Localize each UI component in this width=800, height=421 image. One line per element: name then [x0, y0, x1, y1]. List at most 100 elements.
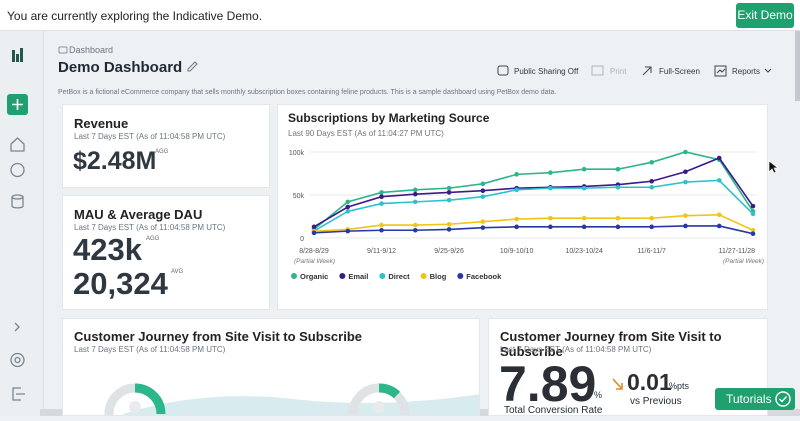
card-title: Customer Journey from Site Visit to Subs…	[500, 329, 722, 359]
card-subtitle: Last 7 Days EST (As of 11:04:58 PM UTC)	[74, 132, 226, 141]
conversion-value: 7.89	[499, 356, 597, 412]
x-tick-label: 11/27-11/28	[719, 248, 755, 255]
data-point	[446, 185, 452, 191]
chart-title: Subscriptions by Marketing Source	[288, 111, 490, 125]
breadcrumb[interactable]: Dashboard	[69, 45, 114, 55]
data-point	[581, 224, 587, 230]
series-line	[313, 179, 754, 232]
exit-demo-button[interactable]: Exit Demo	[736, 3, 794, 28]
series-line	[313, 213, 754, 232]
logout-icon[interactable]	[12, 387, 25, 401]
comparison: vs Previous	[630, 396, 682, 407]
data-point	[649, 160, 654, 165]
home-icon[interactable]	[10, 137, 25, 152]
data-point	[311, 224, 317, 230]
legend-swatch	[420, 273, 427, 279]
data-point	[311, 230, 317, 236]
banner-message: You are currently exploring the Indicati…	[7, 9, 263, 23]
x-tick-label: 11/6-11/7	[637, 248, 666, 255]
data-point	[683, 223, 688, 229]
data-point	[649, 178, 654, 184]
metric-value: $2.48M	[73, 147, 157, 175]
data-point	[514, 216, 519, 222]
data-point	[750, 203, 756, 209]
data-point	[413, 191, 418, 197]
x-tick-label: 10/23-10/24	[565, 248, 602, 255]
x-tick-note: (Partial Week)	[294, 258, 335, 265]
help-icon[interactable]	[10, 352, 25, 368]
x-tick-label: 8/28-8/29	[299, 248, 329, 255]
reports-menu[interactable]: Reports	[732, 67, 761, 76]
caption: Total Conversion Rate	[504, 405, 603, 416]
data-point	[615, 215, 621, 221]
conversion-unit: %	[594, 390, 603, 400]
expand-icon[interactable]	[14, 322, 20, 332]
y-tick-label: 50k	[293, 193, 305, 200]
data-point	[683, 213, 688, 218]
card-subtitle: Last 7 Days EST (As of 11:04:58 PM UTC)	[500, 345, 652, 354]
data-point	[548, 185, 553, 191]
data-point	[413, 222, 418, 228]
legend-label: Organic	[300, 272, 328, 281]
metric-value: 423k	[73, 232, 142, 267]
card-subtitle: Last 7 Days EST (As of 11:04:58 PM UTC)	[74, 345, 226, 354]
data-point	[548, 170, 553, 175]
legend-swatch	[457, 273, 464, 279]
legend-label: Email	[348, 272, 368, 281]
data-point	[750, 211, 756, 217]
down-arrow-icon	[612, 378, 623, 390]
legend-swatch	[291, 273, 297, 279]
data-point	[480, 181, 486, 187]
card-title: MAU & Average DAU	[74, 207, 203, 222]
data-point	[413, 199, 418, 205]
data-point	[615, 166, 621, 172]
data-point	[615, 224, 621, 230]
x-tick-label: 10/9-10/10	[500, 248, 534, 255]
data-point	[446, 197, 452, 203]
data-point	[514, 172, 519, 177]
line-chart: Subscriptions by Marketing Source Last 9…	[288, 111, 764, 281]
data-point	[379, 227, 384, 233]
data-point	[379, 190, 384, 195]
card-title: Revenue	[74, 116, 129, 131]
conversion-card: Customer Journey from Site Visit to Subs…	[488, 318, 768, 416]
cursor	[768, 160, 778, 174]
metric-tag: AVG	[171, 269, 184, 275]
data-point	[446, 190, 452, 195]
metric-tag: AGG	[146, 236, 160, 242]
header-icons	[58, 46, 198, 72]
description: PetBox is a fictional eCommerce company …	[58, 89, 557, 96]
data-point	[480, 225, 486, 230]
print[interactable]: Print	[610, 67, 627, 76]
metric-value: 20,324	[73, 266, 168, 301]
full-screen[interactable]: Full-Screen	[659, 67, 700, 76]
subscriptions-card: Subscriptions by Marketing Source Last 9…	[277, 104, 768, 310]
data-point	[480, 219, 486, 224]
sidebar	[0, 31, 44, 416]
data-icon[interactable]	[11, 194, 24, 200]
data-point	[750, 227, 756, 233]
data-point	[446, 221, 452, 227]
data-point	[581, 185, 587, 191]
journey-card: Customer Journey from Site Visit to Subs…	[62, 318, 480, 416]
legend-label: Facebook	[466, 272, 502, 281]
data-point	[615, 184, 621, 190]
card-title: Customer Journey from Site Visit to Subs…	[74, 329, 362, 344]
data-point	[581, 215, 587, 221]
data-point	[683, 179, 688, 185]
dashboard-title: Demo Dashboard	[58, 59, 183, 76]
card-subtitle: Last 7 Days EST (As of 11:04:58 PM UTC)	[74, 223, 226, 232]
legend-swatch	[339, 273, 346, 279]
tutorials-button[interactable]: Tutorials	[715, 388, 795, 410]
y-tick-label: 100k	[289, 150, 305, 157]
data-point	[413, 187, 418, 193]
action-icons	[497, 65, 772, 77]
public-sharing[interactable]: Public Sharing Off	[514, 67, 579, 76]
y-tick-label: 0	[300, 236, 304, 243]
data-point	[345, 199, 351, 205]
legend-label: Blog	[430, 272, 447, 281]
data-point	[581, 166, 587, 172]
explore-icon[interactable]	[10, 162, 25, 178]
data-point	[649, 184, 654, 190]
